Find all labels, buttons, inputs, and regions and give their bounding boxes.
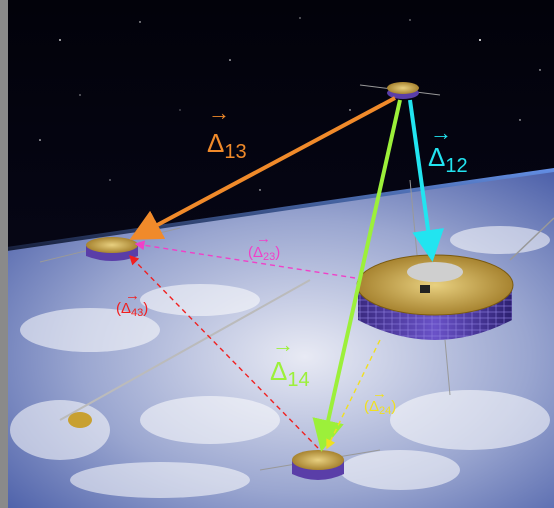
label-delta-23-symbol: Δ bbox=[253, 244, 263, 261]
label-delta-14: → Δ14 bbox=[270, 332, 310, 391]
label-delta-24-sub: 24 bbox=[379, 405, 391, 417]
label-delta-12-symbol: Δ bbox=[428, 142, 445, 172]
satellite-2 bbox=[359, 82, 441, 99]
label-delta-13: → Δ13 bbox=[207, 100, 247, 163]
label-delta-23-arrow: → bbox=[256, 230, 271, 247]
svg-text:Δ14: Δ14 bbox=[270, 356, 310, 391]
small-probe bbox=[68, 412, 92, 428]
label-delta-13-sub: 13 bbox=[224, 141, 246, 163]
label-delta-43-arrow: → bbox=[125, 287, 140, 304]
label-delta-24-arrow: → bbox=[372, 385, 387, 402]
satellite-3 bbox=[39, 227, 181, 263]
label-delta-24-symbol: Δ bbox=[369, 398, 379, 415]
label-delta-12-arrow: → bbox=[430, 120, 452, 145]
earth-clouds bbox=[10, 226, 550, 498]
link-delta-23 bbox=[134, 240, 356, 279]
svg-text:Δ12: Δ12 bbox=[428, 142, 468, 177]
label-delta-43: → (Δ43) bbox=[116, 287, 148, 319]
svg-text:Δ13: Δ13 bbox=[207, 128, 247, 163]
stars bbox=[39, 17, 541, 191]
label-delta-14-arrow: → bbox=[272, 332, 294, 357]
link-delta-24 bbox=[326, 339, 381, 450]
satellite-1 bbox=[59, 179, 554, 421]
link-delta-14 bbox=[312, 99, 402, 452]
satellite-4 bbox=[259, 449, 381, 480]
label-delta-43-sub: 43 bbox=[131, 307, 143, 319]
label-delta-12-sub: 12 bbox=[445, 155, 467, 177]
left-frame-border bbox=[0, 0, 8, 508]
label-delta-14-sub: 14 bbox=[287, 369, 309, 391]
label-delta-23-sub: 23 bbox=[263, 251, 275, 263]
label-delta-14-symbol: Δ bbox=[270, 356, 287, 386]
link-delta-12 bbox=[408, 99, 444, 262]
label-delta-13-symbol: Δ bbox=[207, 128, 224, 158]
label-delta-43-symbol: Δ bbox=[121, 300, 131, 317]
link-delta-13 bbox=[129, 96, 396, 240]
label-delta-12: → Δ12 bbox=[428, 120, 468, 177]
label-delta-13-arrow: → bbox=[208, 100, 230, 125]
